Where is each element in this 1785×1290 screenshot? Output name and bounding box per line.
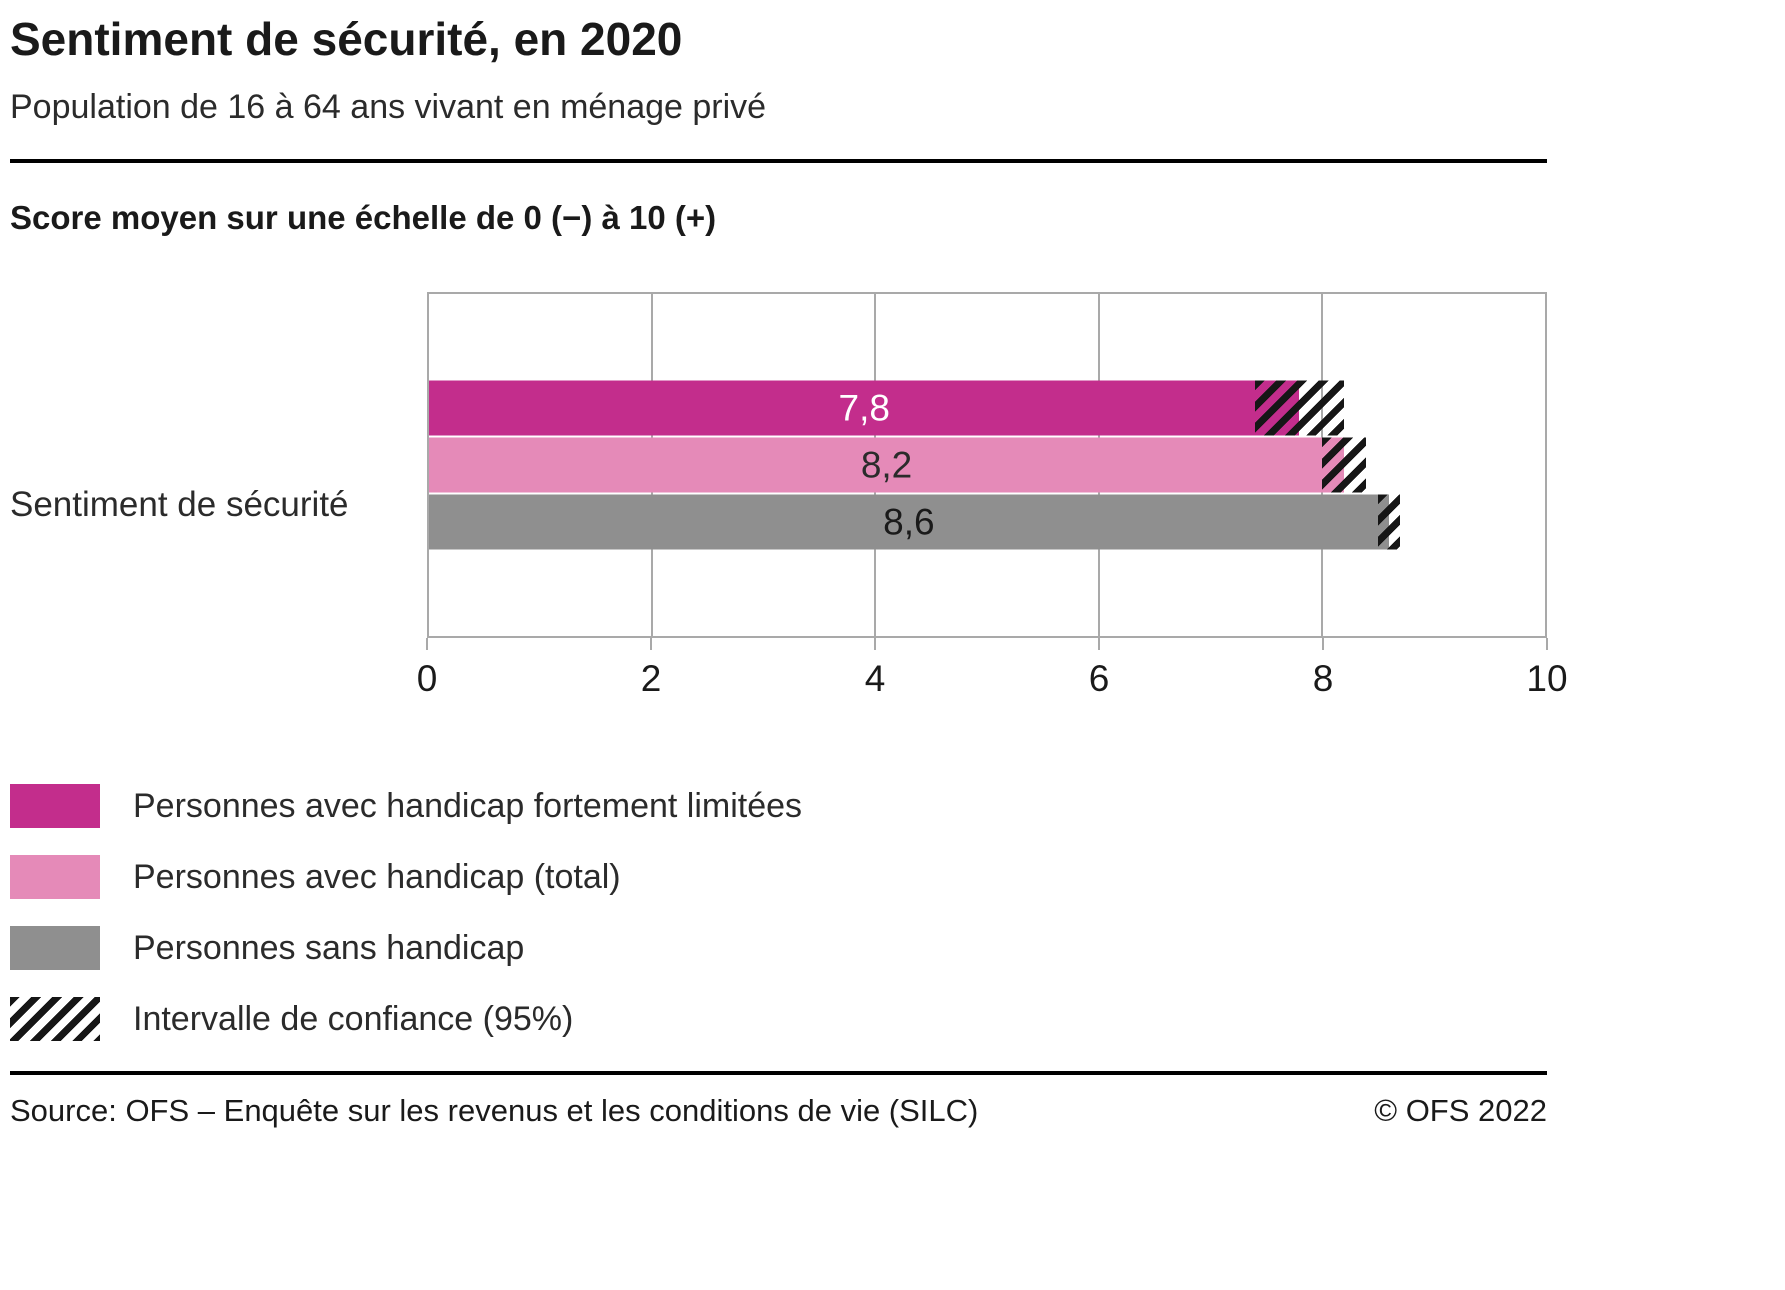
legend-label: Intervalle de confiance (95%) bbox=[133, 999, 574, 1038]
page-subtitle: Population de 16 à 64 ans vivant en ména… bbox=[10, 88, 767, 127]
tick-label: 4 bbox=[864, 658, 886, 700]
plot-area: 7,8 8,2 8,6 bbox=[427, 292, 1547, 639]
bar bbox=[429, 380, 1300, 436]
legend: Personnes avec handicap fortement limité… bbox=[10, 784, 1547, 1042]
confidence-interval-hatch bbox=[1254, 380, 1345, 436]
footer-text-row: Source: OFS – Enquête sur les revenus et… bbox=[10, 1093, 1547, 1129]
legend-item: Personnes avec handicap (total) bbox=[10, 855, 1547, 900]
legend-label: Personnes avec handicap (total) bbox=[133, 857, 621, 896]
top-divider bbox=[10, 159, 1547, 164]
tick-label: 0 bbox=[416, 658, 438, 700]
footer-divider bbox=[10, 1071, 1547, 1075]
color-swatch bbox=[10, 855, 100, 900]
color-swatch bbox=[10, 784, 100, 829]
bar-group: 7,8 8,2 8,6 bbox=[429, 380, 1545, 550]
source-note: Source: OFS – Enquête sur les revenus et… bbox=[10, 1093, 979, 1128]
legend-item: Personnes avec handicap fortement limité… bbox=[10, 784, 1547, 829]
axis-title: Score moyen sur une échelle de 0 (−) à 1… bbox=[10, 199, 717, 237]
bar-row: 7,8 bbox=[429, 380, 1545, 436]
x-axis: 0 2 4 6 8 10 bbox=[417, 638, 1568, 718]
tick-mark bbox=[426, 638, 428, 651]
tick-mark bbox=[1098, 638, 1100, 651]
confidence-interval-hatch bbox=[1321, 437, 1367, 493]
tick-mark bbox=[874, 638, 876, 651]
category-column: Sentiment de sécurité bbox=[10, 292, 427, 718]
legend-label: Personnes avec handicap fortement limité… bbox=[133, 786, 803, 825]
tick-label: 2 bbox=[640, 658, 662, 700]
legend-label: Personnes sans handicap bbox=[133, 928, 525, 967]
bar-value-label: 8,6 bbox=[883, 501, 935, 543]
plot-wrap: 7,8 8,2 8,6 0 2 4 6 8 10 bbox=[417, 292, 1568, 718]
tick-mark bbox=[1546, 638, 1548, 651]
copyright: © OFS 2022 bbox=[1374, 1093, 1547, 1128]
legend-item: Personnes sans handicap bbox=[10, 926, 1547, 971]
bar-row: 8,2 bbox=[429, 437, 1545, 493]
tick-label: 10 bbox=[1526, 658, 1568, 700]
bar-chart: Sentiment de sécurité 7,8 8,2 8,6 0 2 4 6 8 10 bbox=[10, 292, 1568, 718]
tick-label: 6 bbox=[1088, 658, 1110, 700]
content-column: Sentiment de sécurité, en 2020 Populatio… bbox=[10, 12, 1568, 1042]
bar-value-label: 8,2 bbox=[860, 444, 913, 486]
tick-mark bbox=[1322, 638, 1324, 651]
page-title: Sentiment de sécurité, en 2020 bbox=[10, 13, 683, 65]
hatch-swatch bbox=[10, 997, 100, 1042]
confidence-interval-hatch bbox=[1377, 494, 1400, 550]
bar-row: 8,6 bbox=[429, 494, 1545, 550]
bar bbox=[429, 494, 1389, 550]
footer: Source: OFS – Enquête sur les revenus et… bbox=[10, 1071, 1547, 1129]
color-swatch bbox=[10, 926, 100, 971]
bar-value-label: 7,8 bbox=[838, 387, 890, 429]
tick-mark bbox=[650, 638, 652, 651]
bar bbox=[429, 437, 1345, 493]
legend-item: Intervalle de confiance (95%) bbox=[10, 997, 1547, 1042]
tick-label: 8 bbox=[1312, 658, 1334, 700]
category-label: Sentiment de sécurité bbox=[10, 485, 349, 525]
